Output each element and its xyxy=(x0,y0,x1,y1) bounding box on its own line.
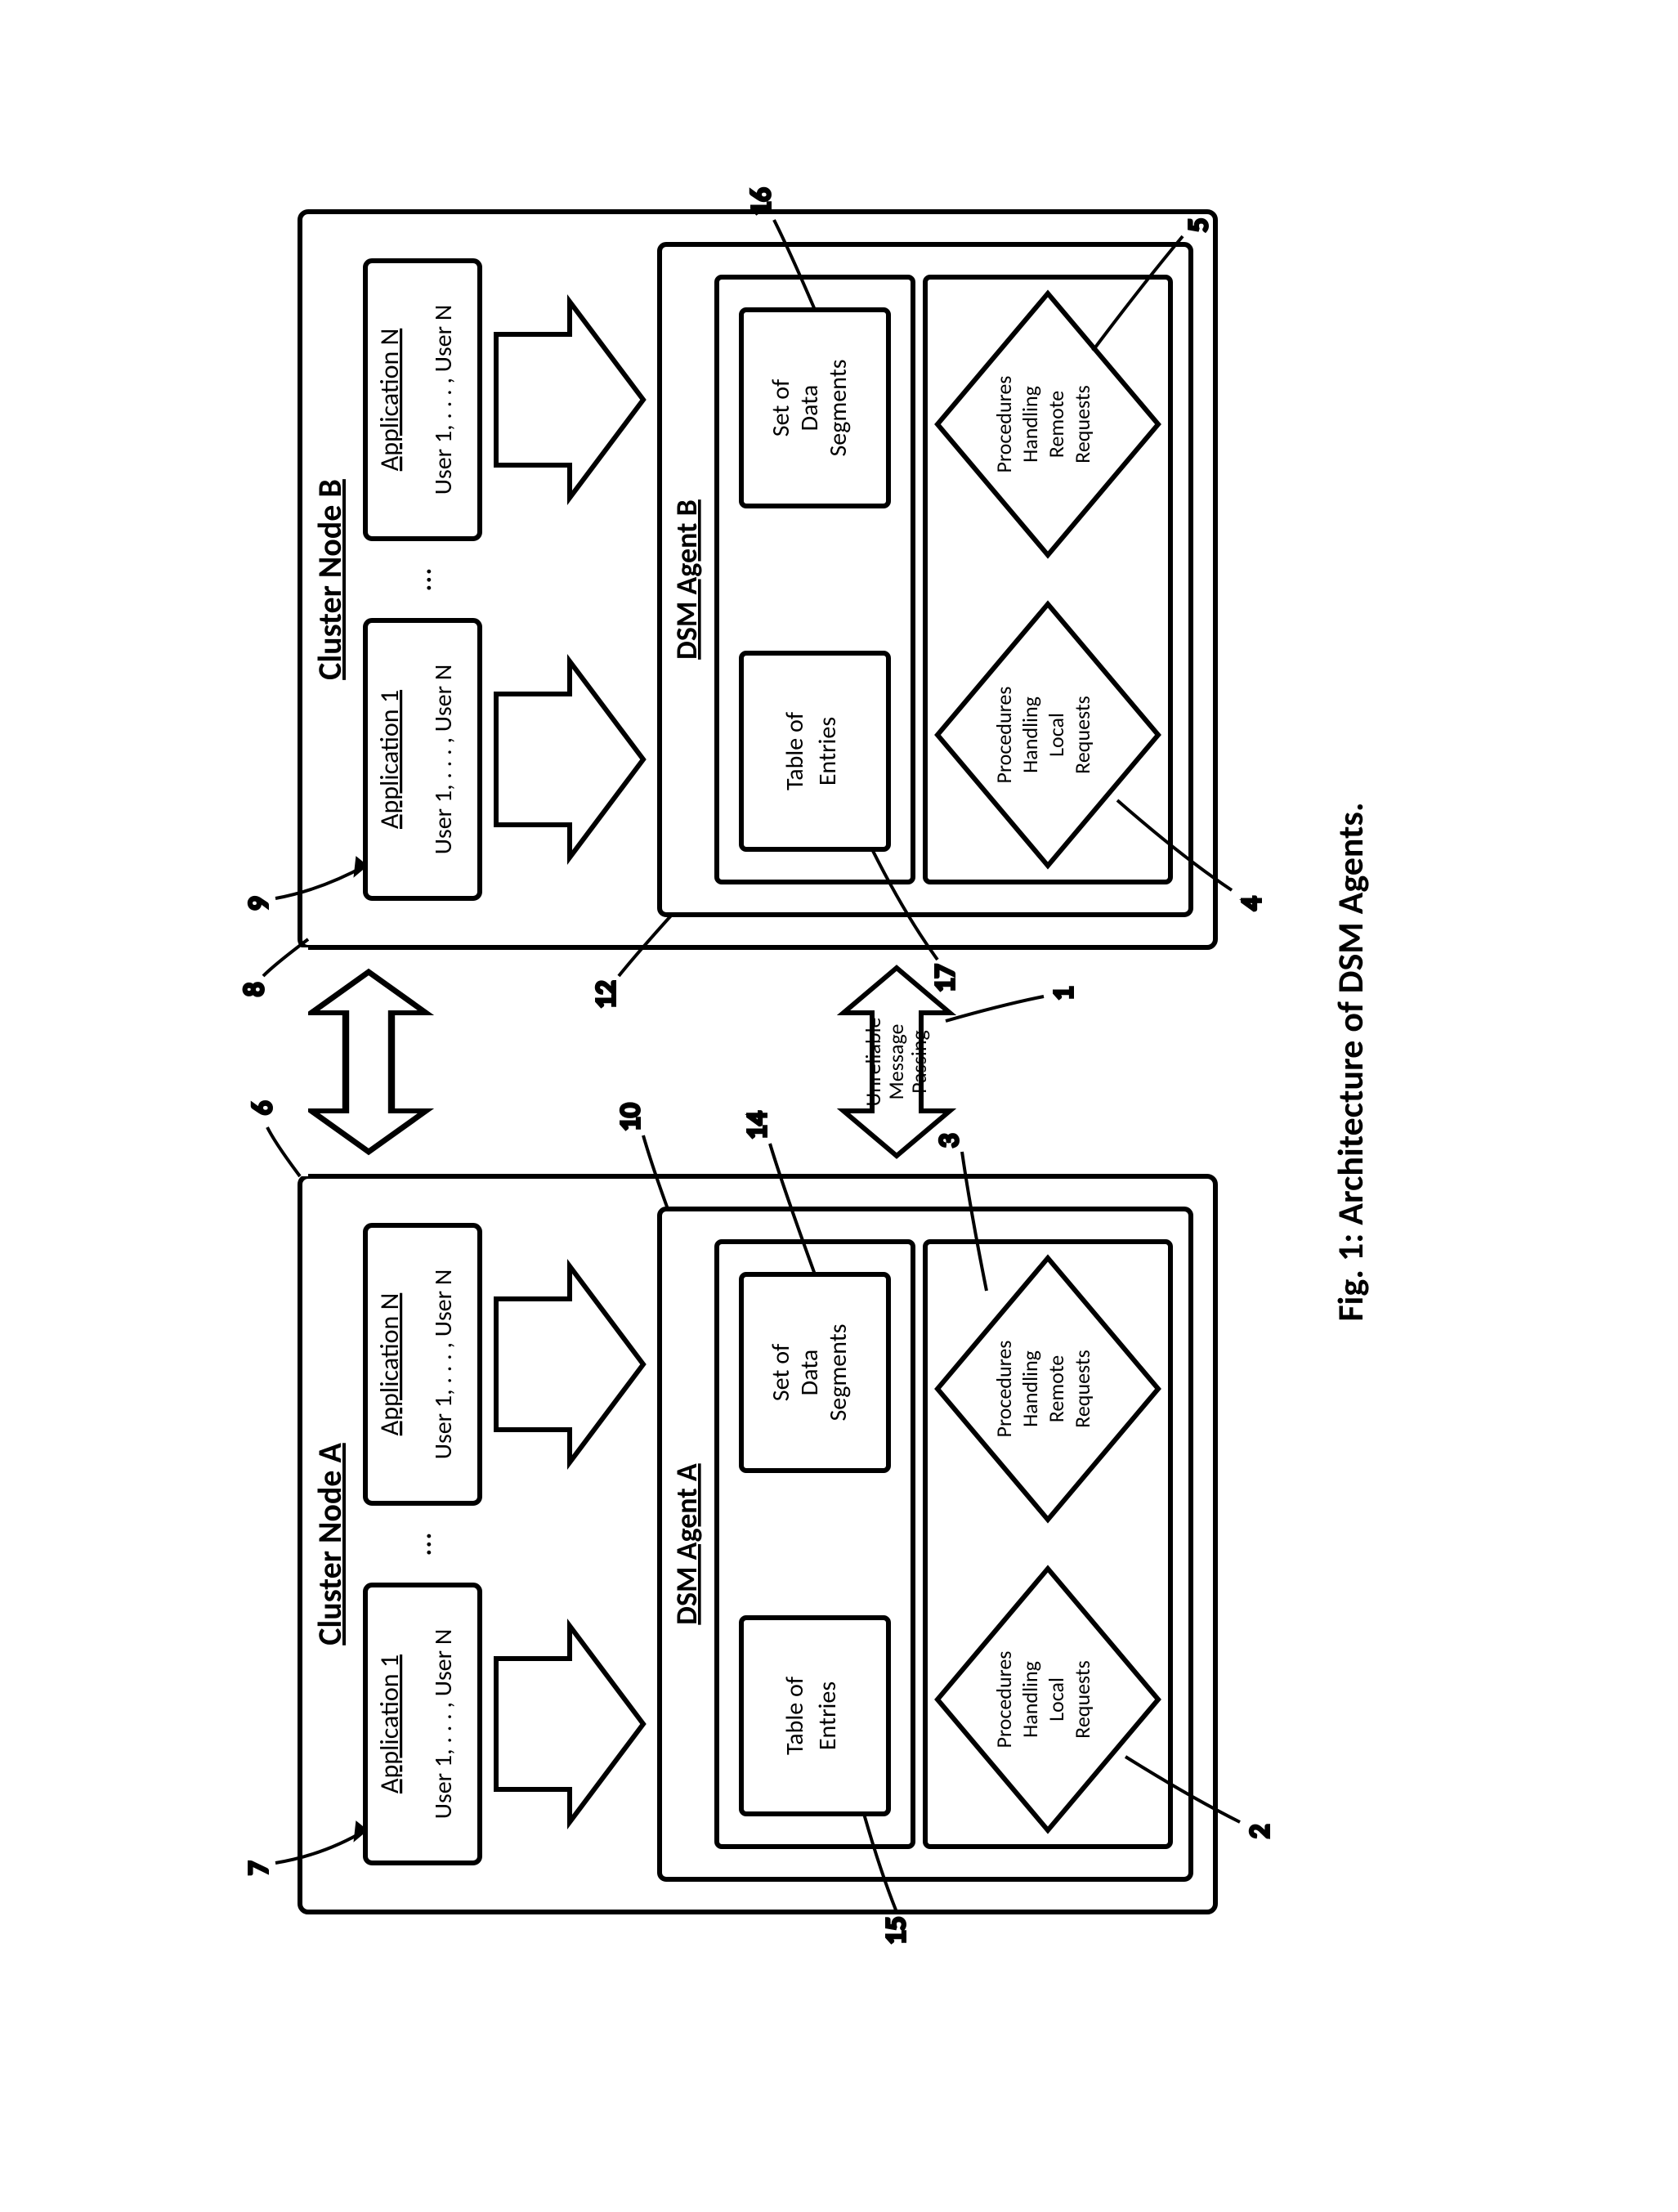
app1-users-a: User 1, . . . , User N xyxy=(428,1629,459,1819)
svg-text:1: 1 xyxy=(1047,987,1081,1001)
svg-text:3: 3 xyxy=(933,1134,966,1148)
cluster-a-title: Cluster Node A xyxy=(310,1442,350,1645)
svg-text:2: 2 xyxy=(1243,1825,1277,1838)
remote-a-l1: Procedures xyxy=(991,1340,1017,1437)
svg-text:16: 16 xyxy=(745,187,778,215)
cluster-node-b: Cluster Node B Application 1 User 1, . .… xyxy=(300,212,1215,947)
svg-text:4: 4 xyxy=(1235,897,1269,911)
cluster-b-title: Cluster Node B xyxy=(310,479,350,680)
apps-ellipsis-a: … xyxy=(400,1533,440,1556)
remote-b-l4: Requests xyxy=(1069,385,1095,463)
remote-a-l4: Requests xyxy=(1069,1350,1095,1428)
svg-text:5: 5 xyxy=(1182,218,1215,232)
local-a-l2: Handling xyxy=(1017,1661,1043,1738)
app1-label-a: Application 1 xyxy=(374,1655,405,1793)
svg-text:9: 9 xyxy=(242,897,275,911)
msg-l2: Message xyxy=(883,1023,909,1099)
seg-a-l3: Segments xyxy=(823,1323,853,1421)
app1-users-b: User 1, . . . , User N xyxy=(428,665,459,854)
dsm-agent-a-title: DSM Agent A xyxy=(669,1463,705,1625)
local-a-l1: Procedures xyxy=(991,1650,1017,1748)
remote-a-l2: Handling xyxy=(1017,1350,1043,1427)
svg-text:7: 7 xyxy=(242,1861,275,1875)
local-b-l3: Local xyxy=(1043,713,1069,757)
cluster-node-a: Cluster Node A Application 1 User 1, . .… xyxy=(300,1176,1215,1912)
svg-text:17: 17 xyxy=(928,964,962,992)
appn-label-b: Application N xyxy=(374,329,405,472)
remote-b-l2: Handling xyxy=(1017,386,1043,463)
app1-label-b: Application 1 xyxy=(374,690,405,829)
table-entries-a-l1: Table of xyxy=(780,1677,810,1755)
appn-users-b: User 1, . . . , User N xyxy=(428,305,459,495)
diagram: Cluster Node A Application 1 User 1, . .… xyxy=(226,163,1452,1961)
remote-b-l1: Procedures xyxy=(991,375,1017,472)
svg-text:14: 14 xyxy=(741,1111,774,1139)
remote-a-l3: Remote xyxy=(1043,1355,1069,1422)
seg-a-l1: Set of xyxy=(766,1344,796,1401)
seg-b-l1: Set of xyxy=(766,379,796,437)
local-a-l3: Local xyxy=(1043,1677,1069,1722)
table-entries-b-l2: Entries xyxy=(812,717,843,786)
diagram-svg: Cluster Node A Application 1 User 1, . .… xyxy=(226,163,1452,1961)
msg-l1: Unreliable xyxy=(860,1017,886,1106)
local-b-l4: Requests xyxy=(1069,696,1095,774)
svg-text:6: 6 xyxy=(246,1101,280,1115)
table-entries-b-l1: Table of xyxy=(780,712,810,790)
figure-caption: Fig. 1: Architecture of DSM Agents. xyxy=(1328,802,1372,1321)
local-b-l1: Procedures xyxy=(991,686,1017,783)
apps-ellipsis-b: … xyxy=(400,568,440,591)
svg-text:15: 15 xyxy=(879,1916,913,1944)
seg-a-l2: Data xyxy=(794,1350,825,1396)
seg-b-l3: Segments xyxy=(823,359,853,456)
svg-text:10: 10 xyxy=(614,1103,647,1131)
remote-b-l3: Remote xyxy=(1043,391,1069,458)
svg-text:8: 8 xyxy=(238,983,271,996)
local-a-l4: Requests xyxy=(1069,1660,1095,1739)
dsm-agent-b-title: DSM Agent B xyxy=(669,499,705,660)
local-b-l2: Handling xyxy=(1017,696,1043,773)
appn-label-a: Application N xyxy=(374,1293,405,1436)
msg-l3: Passing xyxy=(906,1030,932,1094)
seg-b-l2: Data xyxy=(794,385,825,432)
appn-users-a: User 1, . . . , User N xyxy=(428,1269,459,1459)
svg-text:12: 12 xyxy=(589,980,623,1008)
table-entries-a-l2: Entries xyxy=(812,1681,843,1750)
